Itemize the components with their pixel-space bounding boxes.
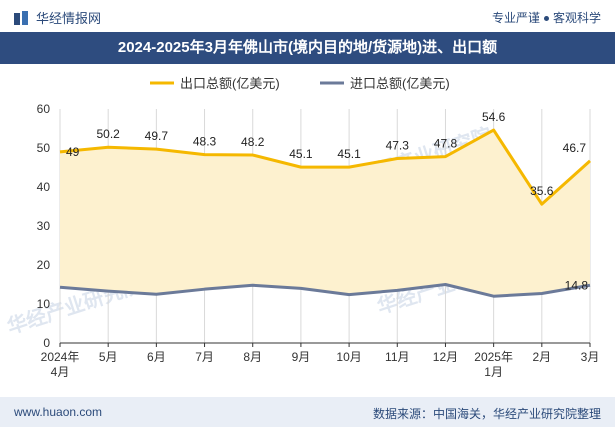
y-tick-label-3: 30 bbox=[37, 219, 51, 233]
data-label-0-0: 49 bbox=[66, 145, 80, 159]
data-label-0-1: 50.2 bbox=[97, 127, 121, 141]
data-label-0-4: 48.2 bbox=[241, 135, 265, 149]
brand: 华经情报网 bbox=[14, 8, 101, 27]
series-line-0 bbox=[59, 128, 592, 206]
slogan-right: 客观科学 bbox=[552, 11, 601, 25]
footer-source: 数据来源：中国海关，华经产业研究院整理 bbox=[372, 407, 601, 421]
x-tick-label-1-0: 5月 bbox=[99, 350, 118, 364]
x-tick-label-3-0: 7月 bbox=[195, 350, 214, 364]
x-tick-label-5-0: 9月 bbox=[292, 350, 311, 364]
dot-icon bbox=[543, 16, 549, 22]
top-bar: 华经情报网 专业严谨 客观科学 bbox=[0, 0, 615, 32]
legend: 出口总额(亿美元) 进口总额(亿美元) bbox=[150, 76, 450, 91]
data-label-0-8: 47.8 bbox=[434, 137, 458, 151]
x-tick-label-9-1: 1月 bbox=[484, 365, 503, 379]
data-label-1-11: 14.8 bbox=[565, 278, 589, 292]
data-label-0-7: 47.3 bbox=[386, 139, 410, 153]
y-tick-label-0: 0 bbox=[43, 336, 50, 350]
logo-icon bbox=[14, 10, 30, 25]
data-label-0-10: 35.6 bbox=[530, 184, 554, 198]
data-label-0-6: 45.1 bbox=[337, 147, 361, 161]
legend-label-1: 进口总额(亿美元) bbox=[350, 76, 450, 91]
x-tick-label-7-0: 11月 bbox=[385, 350, 409, 364]
x-tick-label-9-0: 2025年 bbox=[474, 350, 513, 364]
export-area bbox=[60, 130, 590, 297]
slogan-left: 专业严谨 bbox=[491, 11, 540, 25]
data-label-0-11: 46.7 bbox=[563, 141, 587, 155]
x-tick-label-11-0: 3月 bbox=[581, 350, 600, 364]
chart-title: 2024-2025年3月年佛山市(境内目的地/货源地)进、出口额 bbox=[0, 32, 615, 64]
series-lines bbox=[59, 128, 592, 298]
slogan: 专业严谨 客观科学 bbox=[492, 9, 601, 26]
x-tick-label-0-1: 4月 bbox=[51, 365, 70, 379]
x-tick-label-0-0: 2024年 bbox=[41, 350, 80, 364]
x-tick-label-4-0: 8月 bbox=[243, 350, 262, 364]
y-axis: 0 10 20 30 40 50 60 bbox=[37, 102, 51, 350]
footer: www.huaon.com 数据来源：中国海关，华经产业研究院整理 bbox=[0, 397, 615, 427]
data-label-0-9: 54.6 bbox=[482, 110, 506, 124]
brand-name: 华经情报网 bbox=[36, 11, 102, 26]
y-tick-label-1: 10 bbox=[37, 297, 51, 311]
x-tick-label-2-0: 6月 bbox=[147, 350, 166, 364]
line-chart: 华经产业研究院华经产业研究院华经产业研究院华经产业研究院 出口总额(亿美元)进口… bbox=[4, 76, 600, 379]
data-label-0-5: 45.1 bbox=[289, 147, 313, 161]
y-tick-label-5: 50 bbox=[37, 141, 51, 155]
data-label-0-2: 49.7 bbox=[145, 129, 169, 143]
x-tick-label-6-0: 10月 bbox=[336, 350, 361, 364]
y-tick-label-2: 20 bbox=[37, 258, 51, 272]
export-import-band bbox=[60, 130, 590, 297]
data-label-0-3: 48.3 bbox=[193, 135, 217, 149]
y-tick-label-6: 60 bbox=[37, 102, 51, 116]
footer-url: www.huaon.com bbox=[14, 405, 103, 419]
data-labels: 49 50.2 49.7 48.3 48.2 45.1 45.1 47.3 47.8 54.6 35… bbox=[66, 110, 588, 292]
series-line-1 bbox=[59, 283, 591, 298]
y-tick-label-4: 40 bbox=[37, 180, 51, 194]
x-tick-label-10-0: 2月 bbox=[532, 350, 551, 364]
legend-label-0: 出口总额(亿美元) bbox=[180, 76, 280, 91]
x-tick-label-8-0: 12月 bbox=[433, 350, 458, 364]
